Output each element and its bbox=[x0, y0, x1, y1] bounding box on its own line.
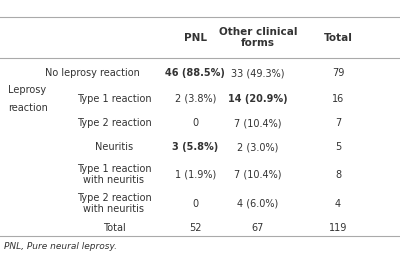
Text: 79: 79 bbox=[332, 68, 344, 78]
Text: 16: 16 bbox=[332, 94, 344, 104]
Text: Type 2 reaction: Type 2 reaction bbox=[77, 118, 151, 128]
Text: Type 1 reaction
with neuritis: Type 1 reaction with neuritis bbox=[77, 164, 151, 185]
Text: 33 (49.3%): 33 (49.3%) bbox=[231, 68, 285, 78]
Text: Leprosy: Leprosy bbox=[8, 85, 46, 95]
Text: Type 2 reaction
with neuritis: Type 2 reaction with neuritis bbox=[77, 193, 151, 214]
Text: 14 (20.9%): 14 (20.9%) bbox=[228, 94, 288, 104]
Text: 46 (88.5%): 46 (88.5%) bbox=[165, 68, 225, 78]
Text: Total: Total bbox=[103, 224, 125, 233]
Text: 119: 119 bbox=[329, 224, 347, 233]
Text: 7: 7 bbox=[335, 118, 341, 128]
Text: 7 (10.4%): 7 (10.4%) bbox=[234, 170, 282, 179]
Text: 4 (6.0%): 4 (6.0%) bbox=[237, 199, 279, 209]
Text: 52: 52 bbox=[189, 224, 202, 233]
Text: 0: 0 bbox=[192, 118, 198, 128]
Text: reaction: reaction bbox=[8, 103, 48, 113]
Text: 67: 67 bbox=[252, 224, 264, 233]
Text: Other clinical
forms: Other clinical forms bbox=[219, 27, 297, 48]
Text: Total: Total bbox=[324, 33, 352, 42]
Text: Type 1 reaction: Type 1 reaction bbox=[77, 94, 151, 104]
Text: 4: 4 bbox=[335, 199, 341, 209]
Text: Neuritis: Neuritis bbox=[95, 142, 133, 152]
Text: 1 (1.9%): 1 (1.9%) bbox=[174, 170, 216, 179]
Text: PNL: PNL bbox=[184, 33, 207, 42]
Text: 0: 0 bbox=[192, 199, 198, 209]
Text: 3 (5.8%): 3 (5.8%) bbox=[172, 142, 218, 152]
Text: 8: 8 bbox=[335, 170, 341, 179]
Text: 2 (3.0%): 2 (3.0%) bbox=[237, 142, 279, 152]
Text: 7 (10.4%): 7 (10.4%) bbox=[234, 118, 282, 128]
Text: PNL, Pure neural leprosy.: PNL, Pure neural leprosy. bbox=[4, 242, 117, 251]
Text: 5: 5 bbox=[335, 142, 341, 152]
Text: 2 (3.8%): 2 (3.8%) bbox=[174, 94, 216, 104]
Text: No leprosy reaction: No leprosy reaction bbox=[44, 68, 140, 78]
